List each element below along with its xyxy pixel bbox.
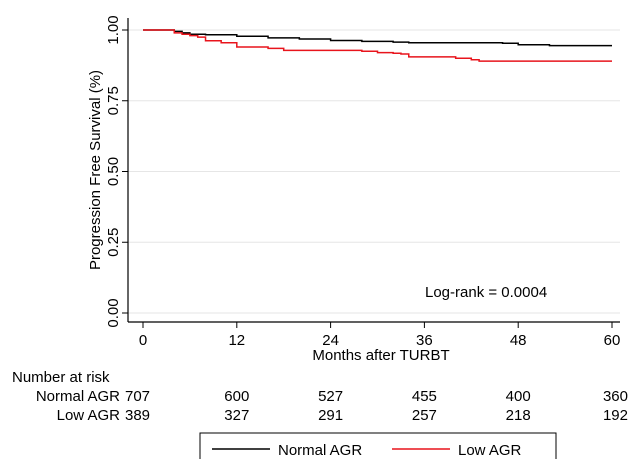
y-tick-label: 1.00 — [105, 15, 122, 44]
x-tick-label: 0 — [139, 332, 147, 349]
risk-table-cell: 218 — [506, 407, 531, 424]
series-line-low-agr — [143, 29, 612, 62]
risk-table-values: 707 600 527 455 400 360 389 327 291 257 218 192 — [125, 388, 628, 424]
x-tick-label: 48 — [510, 332, 527, 349]
x-tick-label: 12 — [228, 332, 245, 349]
risk-table-cell: 291 — [318, 407, 343, 424]
legend-box — [199, 432, 557, 459]
risk-table-header: Number at risk — [12, 369, 110, 386]
legend-label-normal: Normal AGR — [278, 442, 362, 459]
risk-table-cell: 400 — [506, 388, 531, 405]
risk-table-cell: 600 — [224, 388, 249, 405]
y-axis-title: Progression Free Survival (%) — [87, 70, 104, 270]
y-tick-label: 0.25 — [105, 228, 122, 257]
y-tick-label: 0.75 — [105, 86, 122, 115]
y-tick-label: 0.00 — [105, 298, 122, 327]
x-tick-label: 60 — [604, 332, 621, 349]
x-axis-title: Months after TURBT — [312, 347, 449, 364]
risk-table-cell: 257 — [412, 407, 437, 424]
legend: Normal AGR Low AGR — [199, 432, 557, 459]
log-rank-annotation: Log-rank = 0.0004 — [425, 284, 547, 301]
series-line-normal-agr — [143, 29, 612, 47]
risk-table-cell: 527 — [318, 388, 343, 405]
risk-table-cell: 192 — [603, 407, 628, 424]
risk-row-label-normal: Normal AGR — [36, 388, 120, 405]
risk-table-cell: 360 — [603, 388, 628, 405]
y-tick-label: 0.50 — [105, 157, 122, 186]
risk-table-cell: 327 — [224, 407, 249, 424]
axis-ticks: 0.00 0.25 0.50 0.75 1.00 0 12 24 36 48 60 — [105, 15, 620, 349]
gridlines — [128, 29, 620, 314]
risk-table-cell: 707 — [125, 388, 150, 405]
risk-table-cell: 455 — [412, 388, 437, 405]
legend-label-low: Low AGR — [458, 442, 522, 459]
x-tick-label: 24 — [322, 332, 339, 349]
risk-table-cell: 389 — [125, 407, 150, 424]
x-tick-label: 36 — [416, 332, 433, 349]
risk-row-label-low: Low AGR — [57, 407, 121, 424]
survival-curves — [143, 29, 612, 62]
